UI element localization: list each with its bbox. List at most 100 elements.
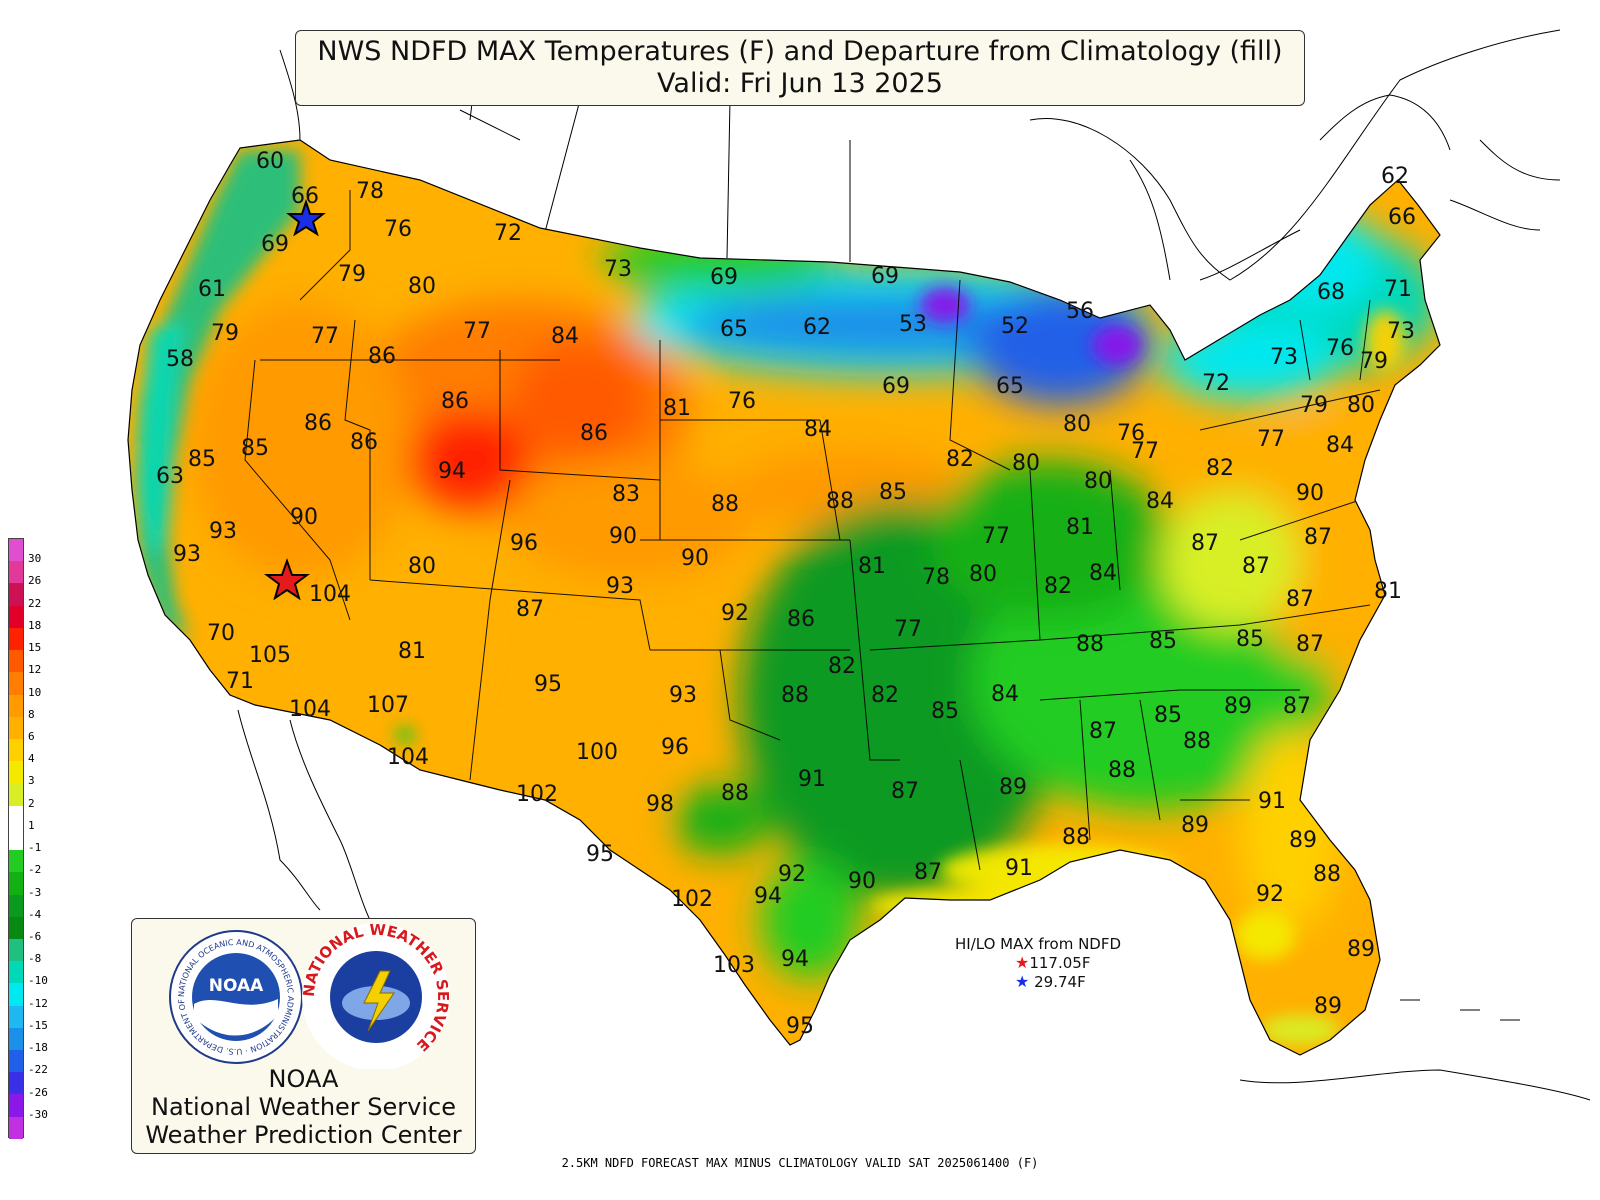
temperature-label: 92	[1256, 882, 1284, 907]
temperature-label: 94	[754, 884, 782, 909]
temperature-label: 87	[1283, 694, 1311, 719]
legend-label: -26	[28, 1085, 48, 1099]
legend-label: 26	[28, 574, 42, 588]
hilo-lo-row: ★ 29.74F	[1015, 972, 1121, 991]
temperature-label: 80	[1012, 451, 1040, 476]
temperature-label: 76	[1117, 421, 1145, 446]
temperature-label: 89	[1181, 813, 1209, 838]
temperature-label: 95	[786, 1014, 814, 1039]
legend-label: 10	[28, 685, 42, 699]
temperature-label: 90	[1296, 481, 1324, 506]
temperature-label: 80	[1063, 412, 1091, 437]
temperature-label: 77	[894, 617, 922, 642]
logo-line-noaa: NOAA	[268, 1065, 339, 1093]
temperature-label: 77	[1257, 427, 1285, 452]
legend-label: -8	[28, 952, 42, 966]
temperature-label: 87	[1191, 531, 1219, 556]
temperature-label: 88	[721, 781, 749, 806]
temperature-label: 105	[249, 643, 291, 668]
footer-caption: 2.5KM NDFD FORECAST MAX MINUS CLIMATOLOG…	[561, 1156, 1039, 1170]
legend-swatch	[9, 983, 23, 1006]
legend-label: -12	[28, 996, 48, 1010]
legend-swatch	[9, 716, 23, 739]
temperature-label: 90	[681, 546, 709, 571]
temperature-label: 76	[1326, 336, 1354, 361]
temperature-label: 86	[350, 430, 378, 455]
temperature-label: 81	[1374, 579, 1402, 604]
temperature-label: 66	[1388, 205, 1416, 230]
temperature-label: 88	[1076, 632, 1104, 657]
temperature-label: 93	[669, 683, 697, 708]
temperature-label: 84	[991, 682, 1019, 707]
temperature-label: 82	[1206, 456, 1234, 481]
temperature-label: 78	[922, 565, 950, 590]
legend-swatch	[9, 894, 23, 917]
temperature-label: 82	[946, 447, 974, 472]
legend-swatch	[9, 539, 23, 562]
legend-swatch	[9, 1050, 23, 1073]
legend-swatch	[9, 650, 23, 673]
temperature-label: 80	[408, 274, 436, 299]
legend-label: -2	[28, 863, 42, 877]
temperature-label: 104	[387, 745, 429, 770]
temperature-label: 87	[1286, 587, 1314, 612]
temperature-label: 72	[494, 221, 522, 246]
legend-swatch	[9, 827, 23, 851]
legend-swatch	[9, 672, 23, 695]
temperature-label: 90	[290, 505, 318, 530]
temperature-label: 107	[367, 693, 409, 718]
temperature-label: 72	[1202, 371, 1230, 396]
legend-swatch	[9, 605, 23, 628]
legend-label: 2	[28, 796, 35, 810]
legend-swatch	[9, 805, 23, 828]
legend-label: -6	[28, 930, 42, 943]
legend-label: -30	[28, 1107, 48, 1121]
temperature-label: 80	[969, 562, 997, 587]
temperature-label: 84	[1326, 433, 1354, 458]
temperature-label: 93	[209, 519, 237, 544]
temperature-label: 80	[1084, 469, 1112, 494]
temperature-label: 73	[604, 257, 632, 282]
legend-swatch	[9, 761, 23, 784]
temperature-label: 65	[996, 374, 1024, 399]
temperature-label: 86	[441, 389, 469, 414]
noaa-logo-icon: NATIONAL OCEANIC AND ATMOSPHERIC ADMINIS…	[129, 912, 303, 1064]
temperature-label: 81	[663, 396, 691, 421]
temperature-label: 76	[384, 217, 412, 242]
legend-swatch	[9, 916, 23, 939]
temperature-label: 79	[338, 262, 366, 287]
svg-text:NOAA: NOAA	[209, 976, 264, 996]
temperature-label: 82	[1044, 574, 1072, 599]
blue-star-icon: ★	[1015, 972, 1030, 991]
legend-swatch	[9, 1027, 23, 1051]
temperature-label: 103	[713, 953, 755, 978]
map-title: NWS NDFD MAX Temperatures (F) and Depart…	[317, 36, 1283, 67]
legend-swatch	[9, 1072, 23, 1095]
temperature-label: 98	[646, 792, 674, 817]
temperature-label: 102	[671, 887, 713, 912]
temperature-label: 73	[1270, 345, 1298, 370]
temperature-label: 79	[211, 321, 239, 346]
temperature-label: 61	[198, 277, 226, 302]
legend-swatch	[9, 961, 23, 984]
legend-label: 4	[28, 752, 35, 766]
hilo-hi-value: 117.05F	[1029, 954, 1091, 972]
temperature-label: 82	[871, 683, 899, 708]
temperature-label: 88	[1313, 862, 1341, 887]
temperature-label: 69	[882, 374, 910, 399]
temperature-label: 104	[309, 582, 351, 607]
temperature-label: 81	[1066, 515, 1094, 540]
hilo-box: HI/LO MAX from NDFD ★117.05F ★ 29.74F	[955, 935, 1121, 991]
legend-label: 8	[28, 707, 35, 721]
legend-label: -15	[28, 1018, 48, 1032]
temperature-label: 71	[226, 669, 254, 694]
temperature-label: 87	[1296, 632, 1324, 657]
temperature-label: 100	[576, 740, 618, 765]
legend-label: 30	[28, 552, 42, 566]
temperature-label: 93	[606, 574, 634, 599]
temperature-label: 95	[586, 842, 614, 867]
temperature-label: 79	[1300, 393, 1328, 418]
temperature-labels: 60 66 78 69 76 72 61 79 80 73 69 69 79 77 77 84 65 62 53 52…	[156, 149, 1416, 1039]
temperature-label: 89	[1224, 694, 1252, 719]
